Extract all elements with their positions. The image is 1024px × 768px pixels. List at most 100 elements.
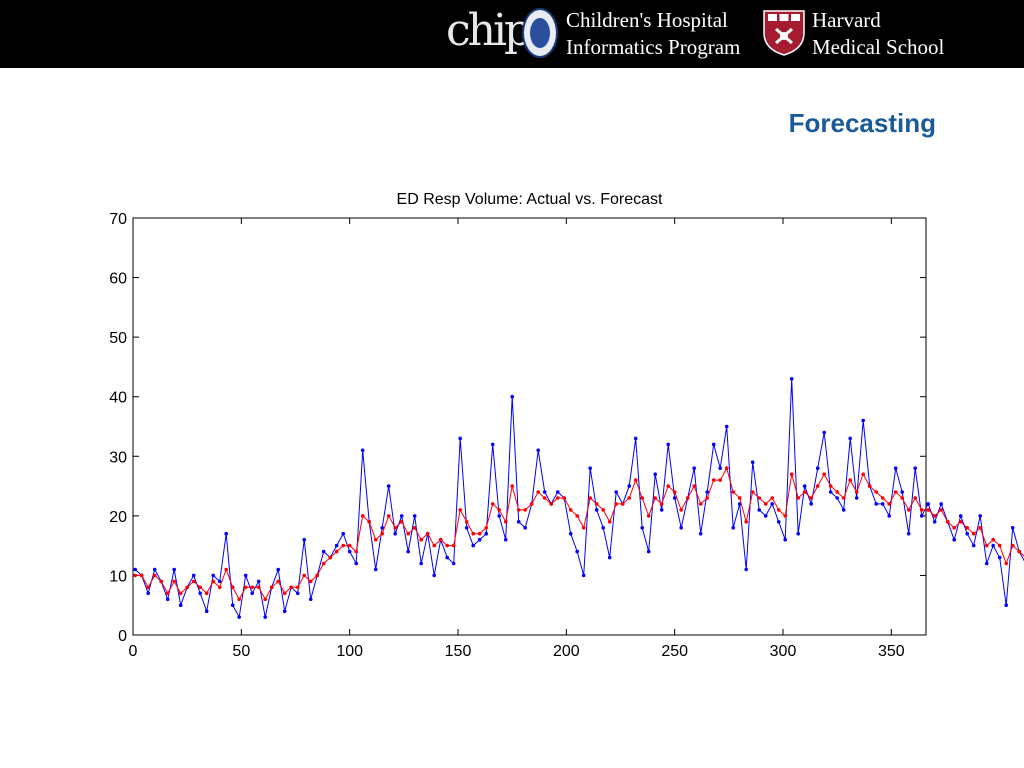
forecast-data-point [419,537,424,542]
actual-data-point [718,466,722,471]
actual-data-point [152,567,157,572]
forecast-data-point [575,514,579,518]
forecast-data-point [185,585,189,590]
forecast-data-point [471,531,476,536]
actual-data-point [256,579,261,584]
forecast-data-point [282,591,287,596]
forecast-data-point [393,526,398,530]
actual-data-point [302,537,307,542]
forecast-data-point [815,484,820,488]
forecast-data-point [776,508,781,512]
actual-data-point [224,531,228,536]
actual-data-point [926,502,930,506]
forecast-data-point [711,478,716,482]
chip-name-line1: Children's Hospital [566,8,728,32]
actual-data-point [510,394,514,399]
actual-data-point [653,472,657,477]
actual-data-point [217,579,222,584]
actual-data-point [607,555,612,560]
x-tick-label: 250 [661,643,688,660]
actual-data-point [841,508,846,512]
actual-data-point [750,460,755,465]
forecast-data-point [503,520,508,524]
childrens-hospital-seal-icon [522,8,558,58]
y-tick-label: 40 [109,390,127,407]
actual-data-point [893,466,898,471]
actual-data-point [191,573,196,578]
forecast-data-point [276,579,281,584]
forecast-data-point [497,508,502,512]
forecast-data-point [601,508,605,512]
y-tick-label: 30 [109,449,127,466]
actual-data-point [484,531,489,536]
y-tick-label: 70 [109,211,127,228]
forecast-data-point [659,502,664,506]
forecast-data-point [744,520,748,524]
actual-data-point [594,508,599,512]
forecast-data-point [516,508,521,512]
forecast-data-point [932,514,937,518]
actual-data-point [237,615,241,619]
actual-data-point [848,436,852,441]
forecast-chart: ED Resp Volume: Actual vs. Forecast 0 50 10… [109,191,1024,660]
actual-data-point [932,520,937,524]
forecast-data-point [360,514,365,518]
actual-data-point [230,603,235,607]
forecast-data-point [828,484,833,488]
forecast-data-point [230,585,235,590]
forecast-data-point [867,484,872,488]
forecast-data-point [464,520,469,524]
forecast-data-point [692,484,696,488]
forecast-data-point [308,579,313,584]
actual-data-point [308,597,313,602]
forecast-data-point [919,508,924,512]
forecast-data-point [510,484,514,488]
actual-data-point [835,496,839,500]
forecast-data-point [302,573,307,578]
forecast-data-point [477,531,482,536]
forecast-data-point [536,490,540,494]
forecast-data-point [978,526,982,530]
actual-data-point [588,466,592,471]
forecast-data-point [243,585,248,590]
forecast-data-point [666,484,670,488]
actual-data-point [419,561,424,566]
actual-data-point [679,526,683,530]
forecast-data-point [1017,549,1021,554]
forecast-data-point [204,591,209,596]
forecast-data-point [984,543,989,548]
actual-data-point [198,591,202,596]
actual-series-line [134,378,1024,619]
forecast-data-point [438,537,443,542]
forecast-data-point [802,490,807,494]
actual-data-point [373,567,378,572]
y-tick-label: 50 [109,330,127,347]
forecast-data-point [971,531,976,536]
forecast-data-point [412,526,417,530]
actual-data-point [354,561,359,566]
x-tick-label: 150 [445,643,472,660]
forecast-data-point [237,597,241,602]
forecast-data-point [555,496,560,500]
forecast-data-point [958,520,963,524]
forecast-data-point [256,585,261,590]
actual-data-point [360,448,365,453]
forecast-data-point [887,502,891,506]
forecast-data-point [133,573,137,578]
forecast-data-point [724,466,729,471]
forecast-data-point [549,502,553,506]
forecast-data-point [939,508,943,512]
actual-data-point [796,531,800,536]
forecast-data-point [217,585,222,590]
forecast-data-point [633,478,638,482]
actual-data-point [666,442,670,447]
x-tick-label: 350 [878,643,905,660]
forecast-data-point [529,502,534,506]
actual-data-point [347,549,352,554]
forecast-data-point [965,526,969,530]
forecast-data-point [425,531,430,536]
actual-data-point [458,436,463,441]
x-tick-label: 300 [770,643,797,660]
actual-data-point [568,531,573,536]
actual-data-point [341,531,346,536]
